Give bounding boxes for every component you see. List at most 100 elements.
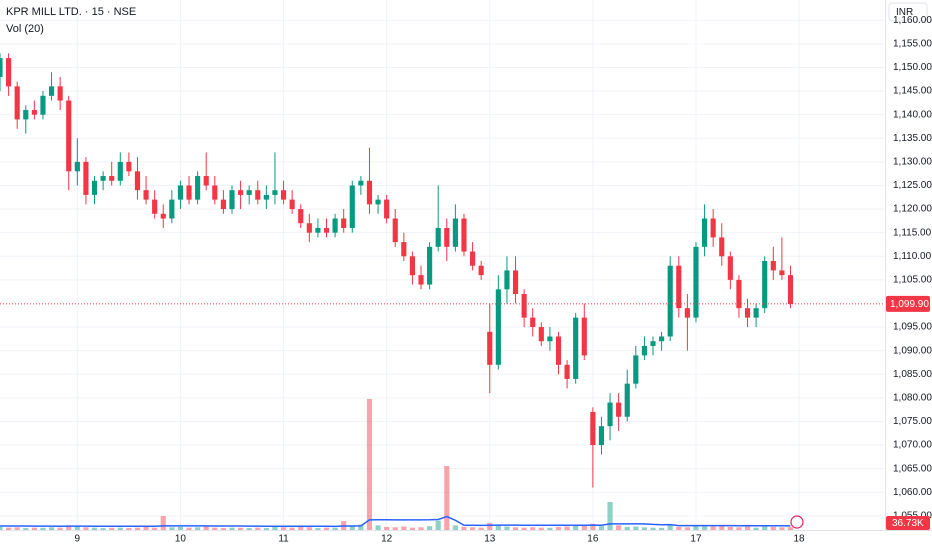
volume-bar [212, 527, 218, 530]
volume-bar [409, 527, 416, 530]
volume-bar [220, 528, 226, 530]
candle-body [40, 95, 46, 115]
volume-bar [693, 525, 699, 530]
x-tick-label: 13 [484, 534, 496, 545]
y-tick-label: 1,060.00 [893, 487, 932, 498]
candle-body [495, 289, 501, 365]
candle-body [31, 109, 37, 115]
volume-bar [547, 527, 553, 530]
y-tick-label: 1,075.00 [893, 416, 932, 427]
candle-body [177, 185, 184, 200]
candle-body [684, 308, 690, 318]
volume-bar [177, 526, 184, 530]
candle-body [83, 161, 89, 195]
volume-label: Vol (20) [6, 23, 44, 35]
candle-body [195, 176, 201, 200]
candle-body [469, 251, 476, 266]
candle-body [272, 190, 278, 195]
volume-bar [779, 527, 785, 530]
volume-bar [487, 523, 493, 530]
y-tick-label: 1,080.00 [893, 392, 932, 403]
candle-body [590, 412, 596, 446]
candle-body [126, 161, 132, 172]
x-tick-label: 18 [794, 534, 806, 545]
volume-bar [710, 526, 716, 530]
candle-body [624, 383, 630, 417]
y-tick-label: 1,095.00 [893, 322, 932, 333]
volume-bar [134, 527, 141, 530]
currency-box[interactable] [888, 2, 928, 22]
candle-body [48, 86, 55, 96]
volume-bar [246, 528, 252, 530]
candle-body [659, 336, 665, 342]
candle-body [487, 331, 493, 365]
candle-body [504, 270, 510, 290]
volume-bar [787, 527, 794, 530]
volume-bar [401, 526, 407, 530]
candle-body [607, 402, 613, 427]
candle-body [6, 58, 12, 87]
y-tick-label: 1,150.00 [893, 62, 932, 73]
candle-body [427, 246, 433, 285]
candle-body [263, 194, 269, 200]
volume-bar [684, 527, 690, 530]
y-tick-label: 1,125.00 [893, 180, 932, 191]
candle-body [14, 86, 20, 120]
candle-body [779, 270, 785, 276]
volume-bar [427, 526, 433, 530]
volume-bar [169, 527, 175, 530]
candle-body [762, 260, 768, 309]
candle-body [392, 218, 398, 243]
candle-body [349, 185, 355, 228]
volume-bar [461, 526, 467, 530]
volume-bar [530, 527, 536, 530]
candle-body [203, 176, 209, 186]
candle-body [358, 180, 364, 186]
volume-bar [770, 526, 776, 530]
candle-body [280, 190, 287, 200]
y-tick-label: 1,065.00 [893, 463, 932, 474]
x-tick-label: 11 [278, 534, 289, 545]
volume-bar [57, 527, 63, 530]
volume-bar [375, 525, 381, 530]
volume-bar [581, 525, 587, 530]
y-tick-label: 1,130.00 [893, 157, 932, 168]
volume-ma-line [0, 515, 791, 528]
volume-bar [109, 527, 115, 530]
volume-bar [272, 526, 278, 530]
candle-body [693, 246, 699, 318]
volume-bar [332, 527, 338, 530]
candle-body [160, 213, 166, 219]
volume-bar [590, 523, 596, 530]
x-tick-label: 10 [175, 534, 187, 545]
currency[interactable]: INR [896, 7, 913, 18]
candle-body [341, 218, 347, 228]
candle-body [650, 341, 656, 346]
candle-body [512, 270, 519, 295]
y-tick-label: 1,070.00 [893, 440, 932, 451]
x-tick-label: 12 [381, 534, 393, 545]
candle-body [0, 58, 3, 77]
candle-body [229, 190, 235, 210]
volume-bar [521, 527, 527, 530]
candle-body [521, 294, 527, 318]
last-price-label: 1,099.90 [890, 299, 929, 310]
volume-bar [512, 527, 519, 530]
candle-body [435, 227, 441, 247]
volume-bar [727, 526, 733, 530]
candle-body [633, 355, 639, 384]
volume-bar [186, 527, 192, 530]
volume-bar [435, 520, 441, 530]
volume-bar [384, 526, 390, 530]
candle-body [667, 265, 673, 337]
x-tick-label: 17 [690, 534, 702, 545]
candle-body [719, 237, 725, 257]
x-tick-label: 9 [75, 534, 81, 545]
y-tick-label: 1,110.00 [893, 251, 932, 262]
candle-body [332, 218, 338, 233]
y-tick-label: 1,140.00 [893, 109, 932, 120]
candle-body [384, 199, 390, 219]
volume-bar [23, 528, 29, 530]
